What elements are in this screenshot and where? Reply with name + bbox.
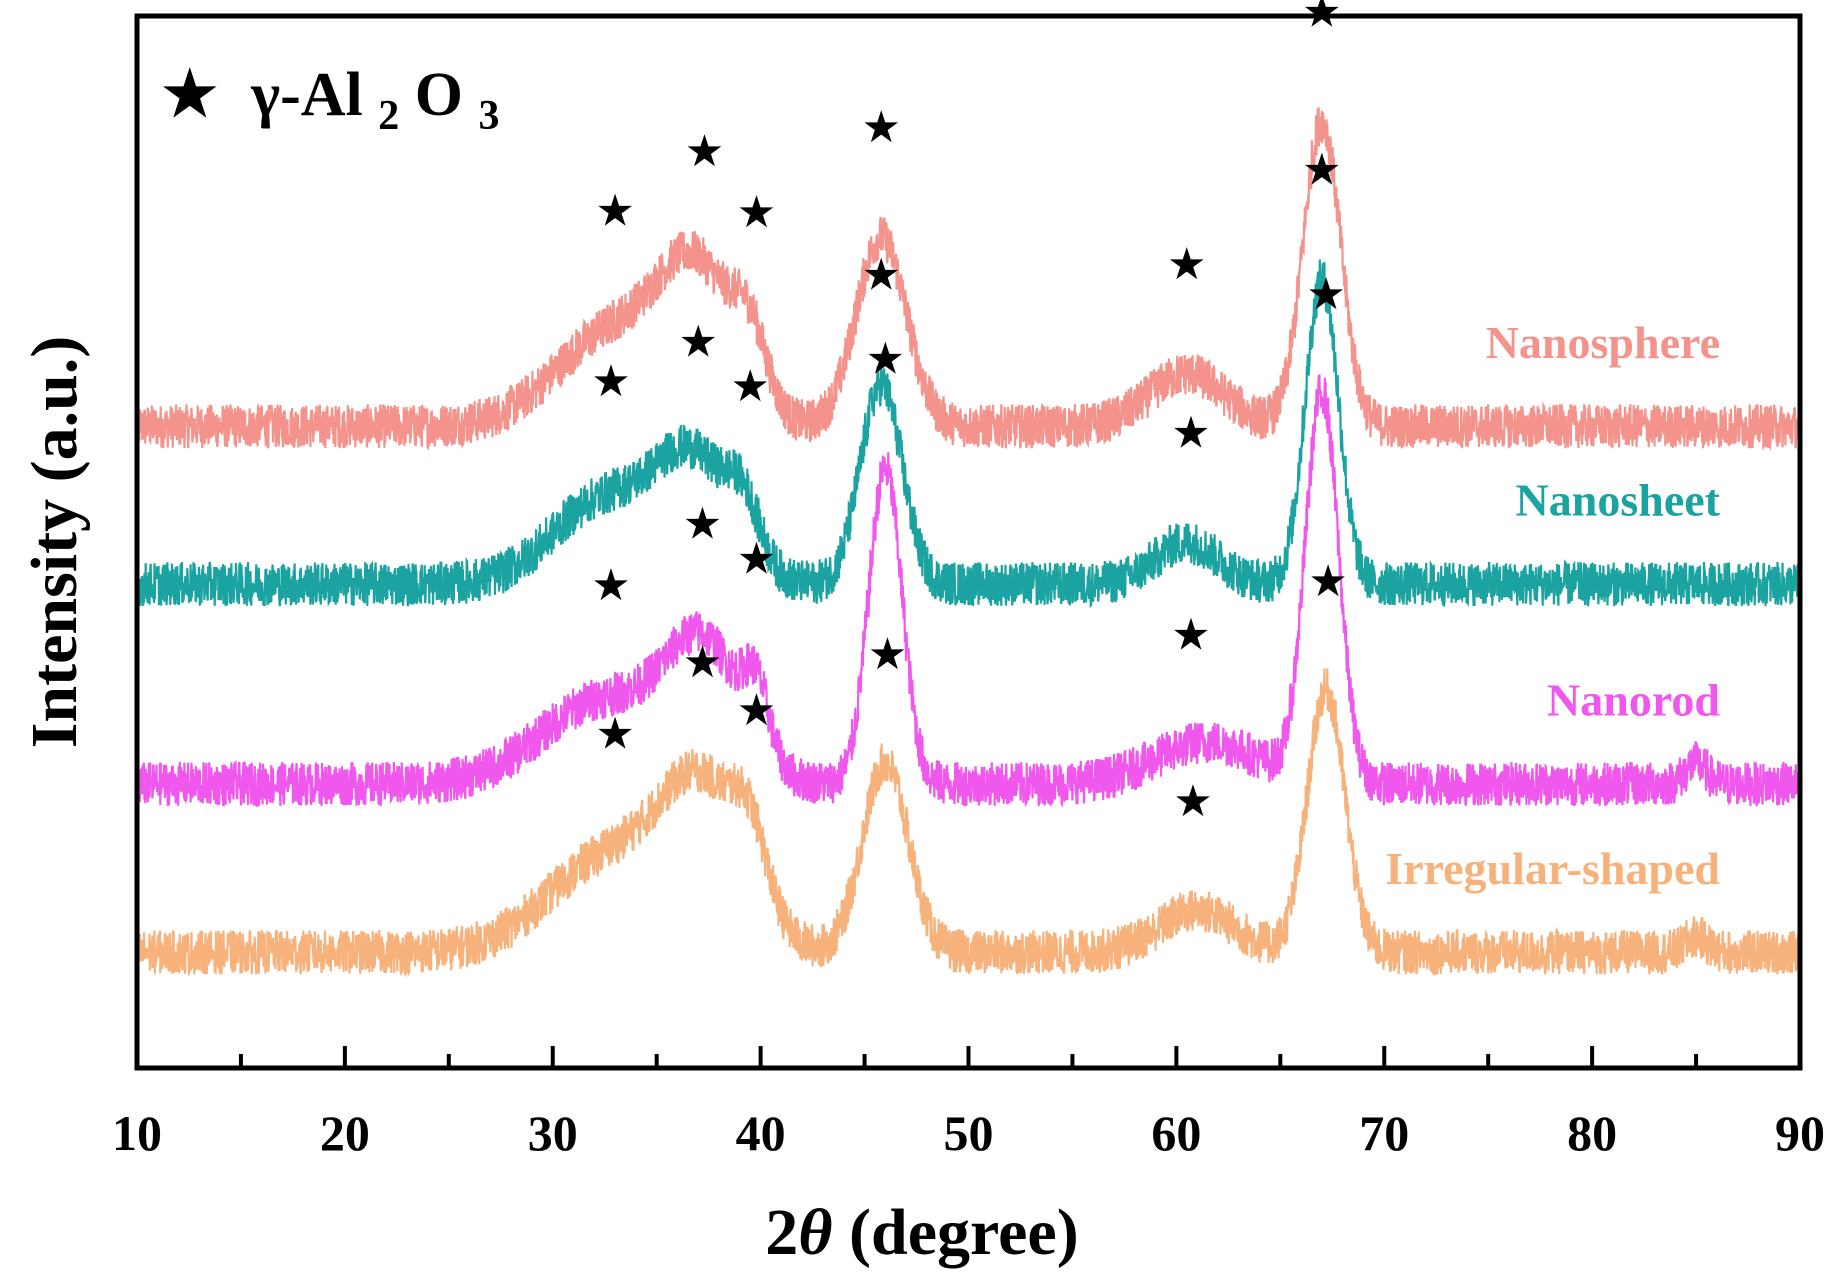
x-tick-label: 50 [944, 1105, 994, 1161]
series-label-nanosheet: Nanosheet [1516, 475, 1721, 526]
peak-star-marker: ★ [679, 317, 718, 368]
peak-star-marker: ★ [737, 685, 776, 736]
x-tick-label: 70 [1359, 1105, 1409, 1161]
legend-marker: ★ [162, 61, 218, 129]
legend-subscript-2: 3 [478, 93, 499, 139]
peak-star-marker: ★ [595, 709, 634, 760]
peak-star-marker: ★ [683, 637, 722, 688]
peak-star-marker: ★ [861, 250, 900, 301]
peak-star-marker: ★ [1302, 144, 1341, 195]
plot-frame [134, 13, 1803, 1071]
series-line-nanorod [135, 374, 1802, 808]
legend-subscript-1: 2 [378, 93, 399, 139]
x-ticks: 10 20 30 40 50 60 70 80 90 [112, 1046, 1825, 1161]
series-label-irregular-shaped: Irregular-shaped [1385, 843, 1720, 894]
legend-mid: O [415, 61, 463, 129]
peak-star-marker: ★ [683, 499, 722, 550]
series-labels: Nanosphere Nanosheet Nanorod Irregular-shap… [1385, 317, 1720, 894]
series-line-nanosphere [135, 107, 1802, 451]
peak-markers: ★ ★ ★ ★ ★ ★ ★ ★ ★ ★ ★ ★ ★ ★ ★ ★ ★ ★ ★ ★ ★ ★ ★ ★ [591, 0, 1348, 827]
x-tick-label: 80 [1567, 1105, 1617, 1161]
series-label-nanorod: Nanorod [1547, 675, 1720, 726]
peak-star-marker: ★ [1306, 269, 1345, 320]
x-tick-label: 10 [112, 1105, 162, 1161]
peak-star-marker: ★ [1167, 239, 1206, 290]
x-tick-label: 30 [528, 1105, 578, 1161]
x-axis-title-suffix: (degree) [833, 1196, 1079, 1269]
legend-greek: γ-Al [250, 61, 363, 129]
peak-star-marker: ★ [595, 185, 634, 236]
peak-star-marker: ★ [685, 126, 724, 177]
x-axis-title-prefix: 2 [765, 1196, 798, 1269]
peak-star-marker: ★ [1308, 556, 1347, 607]
series-label-nanosphere: Nanosphere [1486, 317, 1720, 368]
peak-star-marker: ★ [737, 534, 776, 585]
peak-star-marker: ★ [1173, 776, 1212, 827]
peak-star-marker: ★ [1171, 609, 1210, 660]
plot-area-lines [135, 107, 1802, 978]
x-axis-title-symbol: θ [798, 1196, 832, 1269]
x-tick-label: 90 [1775, 1105, 1825, 1161]
series-line-nanosheet [135, 259, 1802, 609]
peak-star-marker: ★ [1302, 0, 1341, 37]
peak-star-marker: ★ [1171, 408, 1210, 459]
series-line-irregular-shaped [135, 668, 1802, 978]
peak-star-marker: ★ [866, 334, 905, 385]
peak-star-marker: ★ [591, 356, 630, 407]
x-tick-label: 60 [1151, 1105, 1201, 1161]
y-axis-title: Intensity (a.u.) [18, 336, 91, 749]
x-tick-label: 20 [320, 1105, 370, 1161]
peak-star-marker: ★ [737, 187, 776, 238]
x-tick-label: 40 [736, 1105, 786, 1161]
peak-star-marker: ★ [868, 629, 907, 680]
peak-star-marker: ★ [861, 102, 900, 153]
peak-star-marker: ★ [731, 361, 770, 412]
svg-text:★ γ-Al 2 O: ★ γ-Al 2 O 3 [162, 61, 499, 143]
x-axis-title: 2θ (degree) [765, 1196, 1078, 1269]
legend: ★ γ-Al 2 O 3 [162, 61, 499, 143]
peak-star-marker: ★ [591, 560, 630, 611]
